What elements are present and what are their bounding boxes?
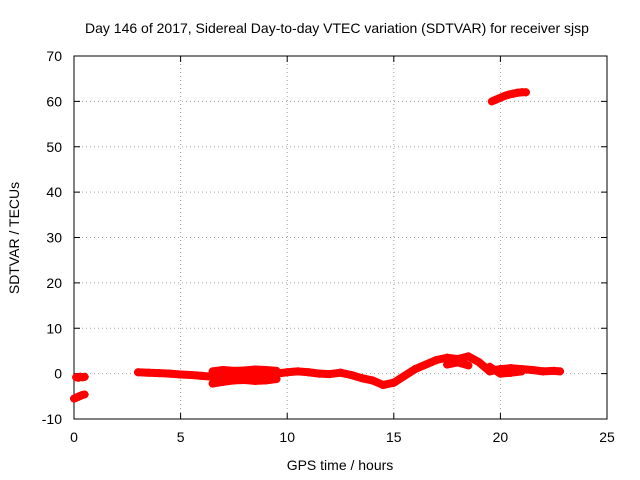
- chart-title: Day 146 of 2017, Sidereal Day-to-day VTE…: [85, 20, 589, 36]
- y-tick-label: 30: [46, 230, 62, 246]
- y-axis-label: SDTVAR / TECUs: [6, 182, 22, 294]
- y-tick-label: 60: [46, 93, 62, 109]
- y-tick-label: 40: [46, 184, 62, 200]
- data-point: [80, 372, 89, 381]
- data-point: [272, 375, 281, 384]
- data-point: [261, 375, 281, 385]
- data-point: [521, 88, 530, 97]
- tick-layer: 0 5 10 15 20 25 -10 0 10 20 30 40 50 60 70: [42, 48, 615, 445]
- y-tick-label: -10: [42, 411, 62, 427]
- x-tick-label: 15: [386, 429, 402, 445]
- y-tick-label: 0: [54, 366, 62, 382]
- data-point-layer: [70, 88, 565, 403]
- data-point: [507, 367, 526, 377]
- data-point: [556, 367, 565, 376]
- data-point: [272, 366, 281, 375]
- y-tick-label: 10: [46, 320, 62, 336]
- x-tick-label: 5: [177, 429, 185, 445]
- x-tick-label: 20: [493, 429, 509, 445]
- grid-layer: [74, 56, 607, 419]
- data-point: [464, 361, 473, 370]
- x-tick-label: 10: [279, 429, 295, 445]
- y-tick-label: 70: [46, 48, 62, 64]
- x-tick-label: 0: [70, 429, 78, 445]
- plot-frame: [73, 55, 608, 420]
- x-axis-label: GPS time / hours: [287, 457, 394, 473]
- data-point: [517, 367, 526, 376]
- x-tick-label: 25: [599, 429, 615, 445]
- data-point: [261, 365, 281, 375]
- y-tick-label: 50: [46, 139, 62, 155]
- data-point: [80, 390, 89, 399]
- y-tick-label: 20: [46, 275, 62, 291]
